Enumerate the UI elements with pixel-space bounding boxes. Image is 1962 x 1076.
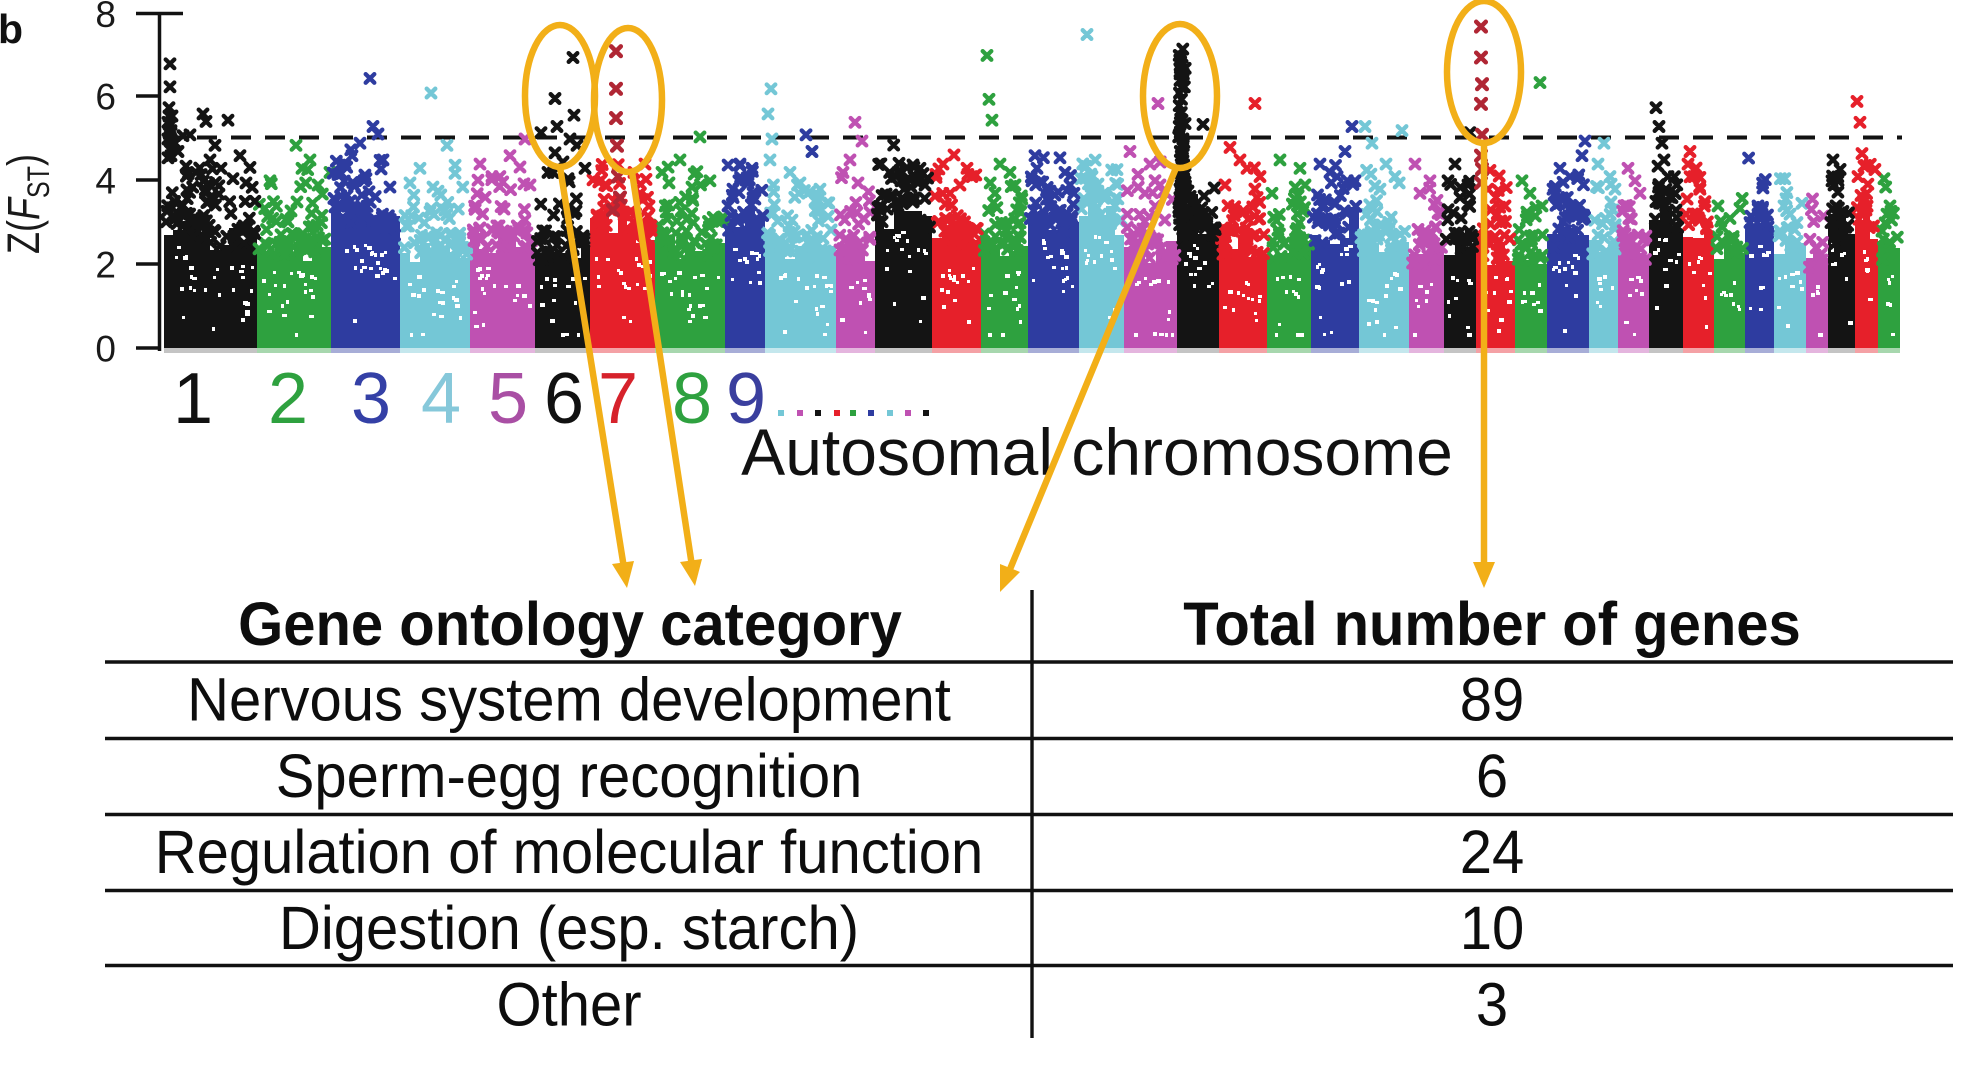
svg-text:10: 10	[1460, 893, 1525, 962]
svg-text:89: 89	[1460, 665, 1525, 734]
svg-text:7: 7	[598, 359, 638, 439]
svg-text:6: 6	[544, 359, 584, 439]
svg-text:9: 9	[726, 359, 766, 439]
svg-text:Autosomal chromosome: Autosomal chromosome	[741, 415, 1453, 489]
svg-text:Regulation of molecular functi: Regulation of molecular function	[155, 817, 983, 886]
svg-text:4: 4	[95, 161, 116, 202]
svg-text:5: 5	[488, 359, 528, 439]
svg-text:2: 2	[95, 245, 116, 286]
svg-text:Sperm-egg recognition: Sperm-egg recognition	[276, 741, 863, 810]
svg-text:4: 4	[421, 359, 461, 439]
svg-text:3: 3	[351, 359, 391, 439]
svg-text:Other: Other	[496, 970, 641, 1039]
svg-text:6: 6	[1476, 741, 1508, 810]
svg-text:b: b	[0, 6, 23, 52]
svg-text:Nervous system development: Nervous system development	[187, 665, 951, 734]
svg-text:2: 2	[268, 359, 308, 439]
svg-text:Z(FST): Z(FST)	[0, 154, 56, 254]
svg-text:8: 8	[95, 0, 116, 35]
svg-text:1: 1	[173, 359, 213, 439]
svg-text:0: 0	[95, 329, 116, 370]
svg-text:Gene ontology category: Gene ontology category	[238, 589, 902, 658]
svg-text:24: 24	[1460, 817, 1525, 886]
svg-text:Digestion (esp. starch): Digestion (esp. starch)	[279, 893, 859, 962]
svg-text:8: 8	[672, 359, 712, 439]
svg-text:3: 3	[1476, 970, 1508, 1039]
svg-text:Total number of genes: Total number of genes	[1183, 589, 1800, 658]
svg-text:6: 6	[95, 77, 116, 118]
